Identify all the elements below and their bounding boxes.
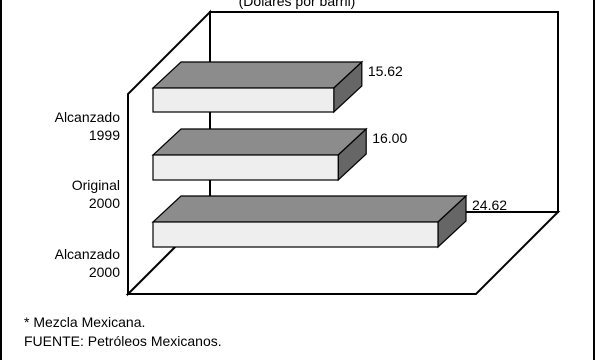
- category-label: Alcanzado 2000: [55, 246, 121, 280]
- data-label: 16.00: [372, 130, 407, 146]
- bar-front-face: [152, 154, 339, 181]
- bar-top-face: [151, 195, 468, 223]
- category-label-line: 2000: [89, 195, 120, 211]
- bar-front-face: [152, 221, 439, 248]
- bar-top-face: [151, 128, 368, 156]
- bar: 24.62: [151, 194, 507, 249]
- category-label-line: Original: [72, 177, 120, 193]
- data-label: 24.62: [472, 197, 507, 213]
- category-label-line: 2000: [89, 264, 120, 280]
- bar: 15.62: [151, 60, 403, 114]
- bar-top-face: [151, 61, 364, 89]
- category-label-line: Alcanzado: [55, 246, 121, 262]
- footnote-text: * Mezcla Mexicana.: [24, 314, 146, 330]
- data-label: 15.62: [368, 63, 403, 79]
- chart-title: (Dólares por barril): [239, 0, 356, 9]
- bar-series: 15.62 16.00 24.62: [151, 60, 507, 249]
- category-label-line: 1999: [89, 127, 120, 143]
- source-text: FUENTE: Petróleos Mexicanos.: [24, 333, 222, 349]
- bar: 16.00: [151, 127, 407, 182]
- category-label: Alcanzado 1999: [55, 109, 121, 143]
- bar-front-face: [152, 87, 335, 113]
- category-labels: Alcanzado 1999 Original 2000 Alcanzado 2000: [55, 109, 121, 280]
- category-label-line: Alcanzado: [55, 109, 121, 125]
- category-label: Original 2000: [72, 177, 120, 211]
